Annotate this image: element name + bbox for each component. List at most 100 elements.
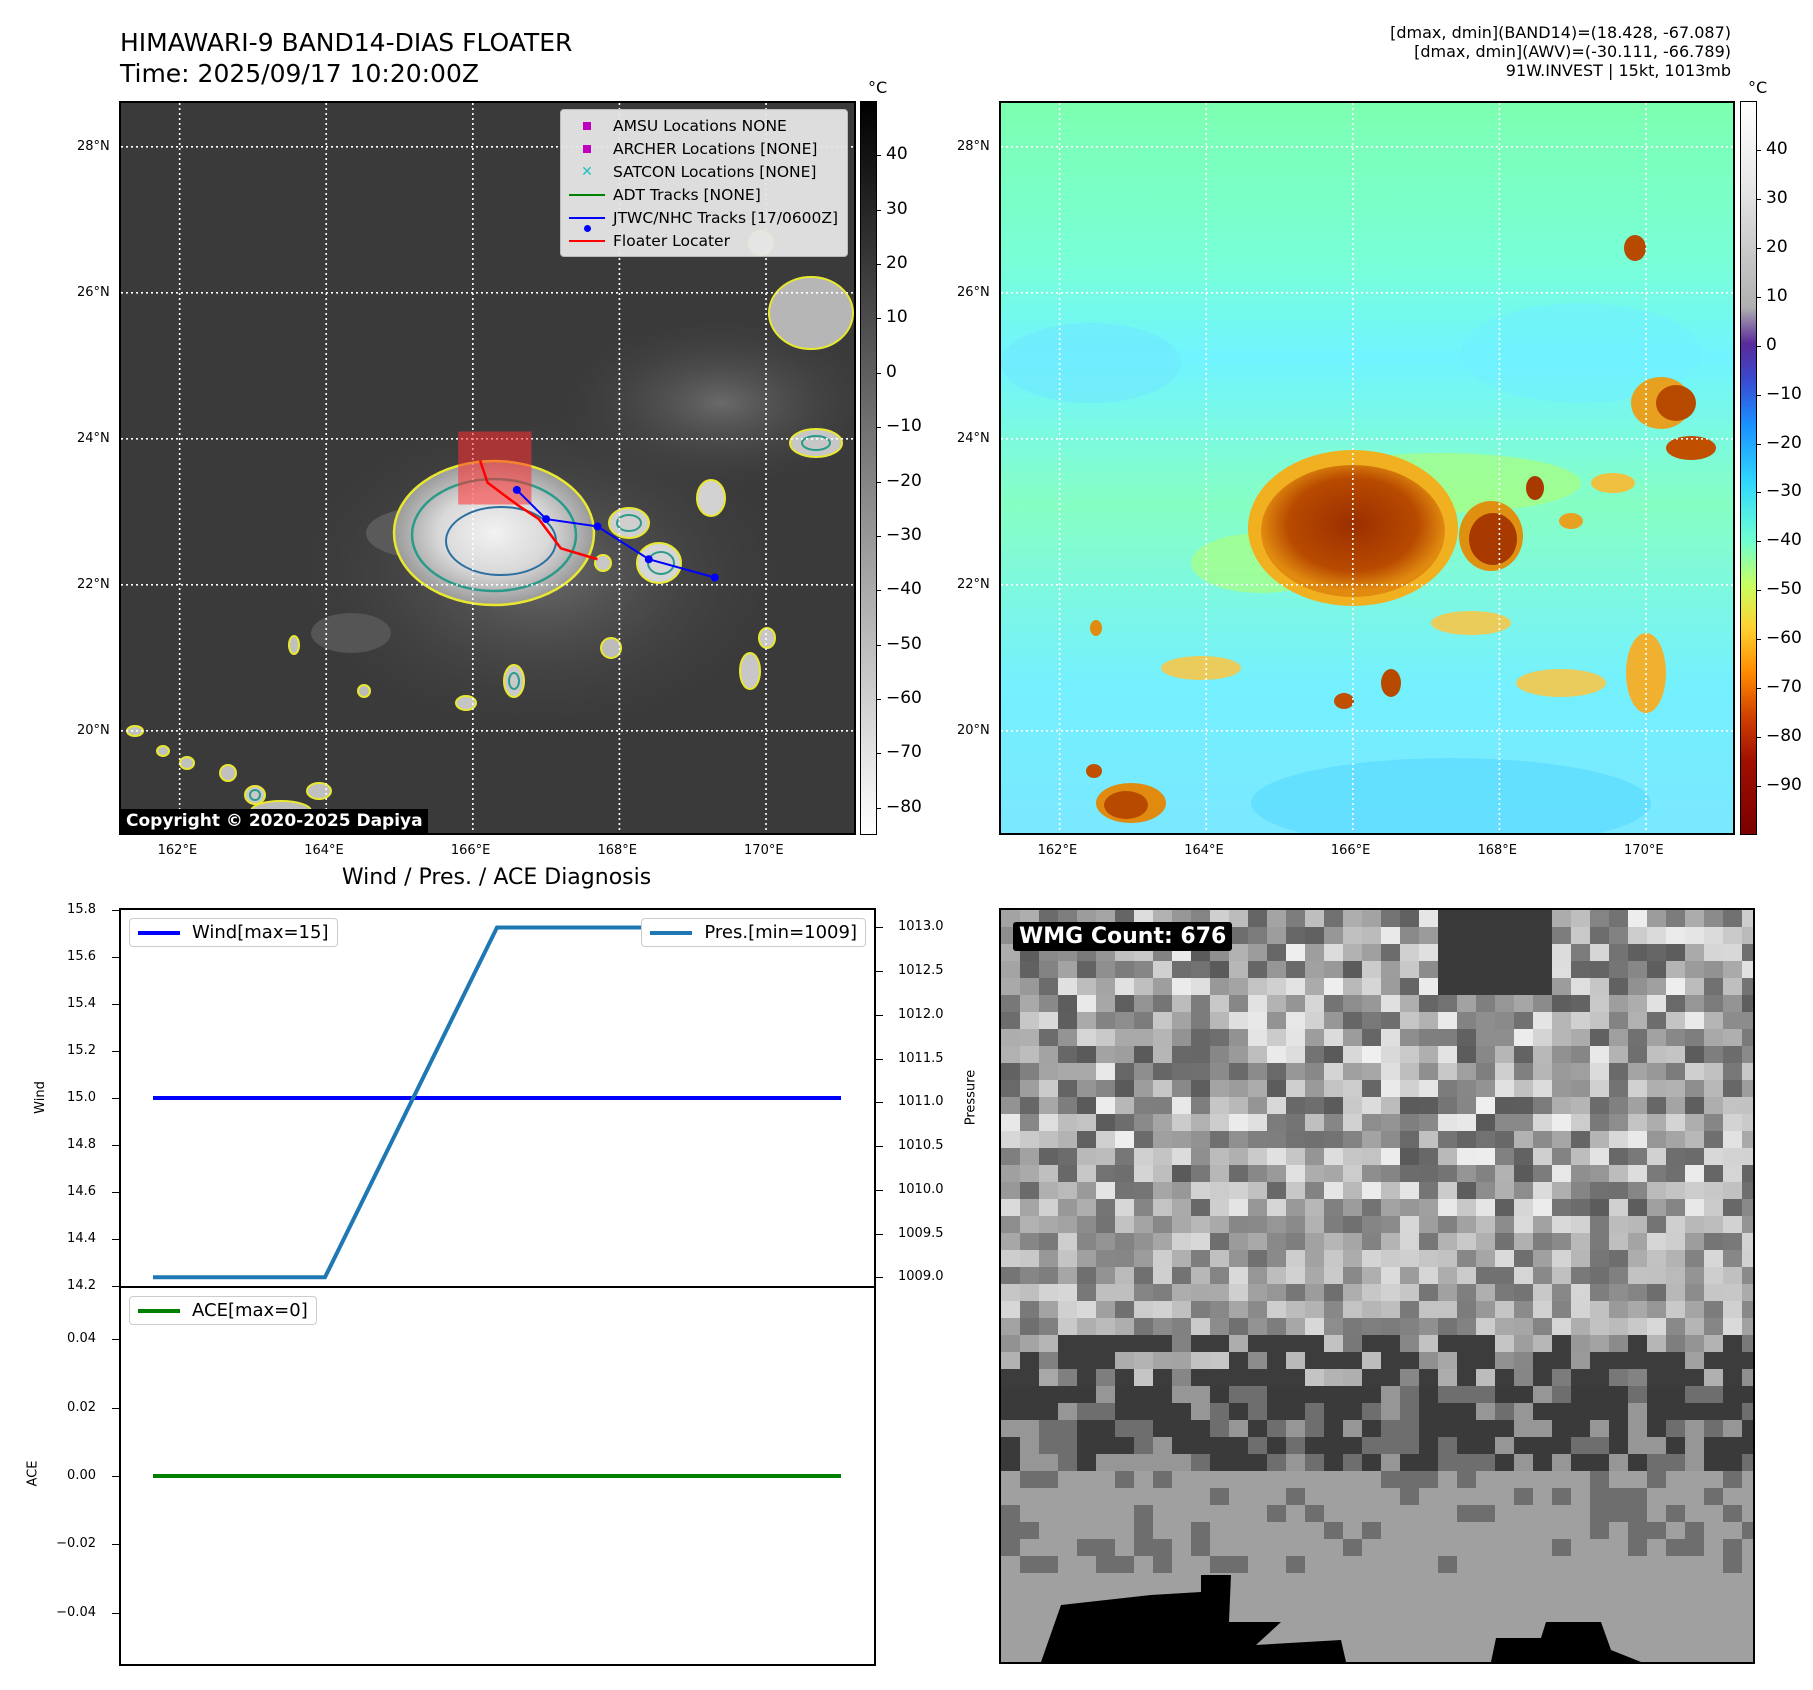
wind-tick-mark (112, 1192, 119, 1193)
pressure-tick-mark (876, 1189, 883, 1191)
legend-item: ADT Tracks [NONE] (569, 183, 839, 206)
legend-item: ✕ SATCON Locations [NONE] (581, 162, 817, 181)
colorbar-tick-label: 10 (1766, 285, 1788, 306)
colorbar-tick-label: −30 (886, 524, 922, 545)
pressure-tick-mark (876, 1146, 883, 1148)
pressure-tick-label: 1011.5 (898, 1050, 944, 1066)
lon-tick-label: 166°E (450, 843, 491, 858)
wv-colorbar-unit: °C (1748, 78, 1768, 97)
colorbar-tick-label: −40 (886, 579, 922, 600)
wind-tick-mark (112, 957, 119, 958)
lat-tick-label: 28°N (957, 138, 990, 154)
wind-tick-mark (112, 1145, 119, 1146)
pressure-tick-mark (876, 971, 883, 973)
colorbar-tick-label: −90 (1766, 775, 1802, 796)
colorbar-tick-label: −80 (1766, 726, 1802, 747)
colorbar-tick-mark (1756, 492, 1761, 494)
archer-square-icon (583, 144, 591, 153)
colorbar-tick-mark (876, 481, 881, 483)
colorbar-tick-label: 20 (1766, 236, 1788, 257)
ir-colorbar (860, 101, 877, 835)
colorbar-tick-mark (876, 753, 881, 755)
pressure-tick-mark (876, 1277, 883, 1279)
info-line-1: [dmax, dmin](BAND14)=(18.428, -67.087) (1390, 23, 1731, 42)
satcon-x-icon: ✕ (581, 163, 593, 180)
colorbar-tick-label: 40 (1766, 138, 1788, 159)
lon-tick-label: 162°E (157, 843, 198, 858)
colorbar-tick-label: 20 (886, 253, 908, 274)
chart-title: HIMAWARI-9 BAND14-DIAS FLOATER Time: 202… (120, 27, 572, 89)
legend-item: Floater Locater (569, 229, 839, 252)
colorbar-tick-label: −60 (886, 688, 922, 709)
colorbar-tick-label: −70 (1766, 677, 1802, 698)
pressure-legend-line-icon (650, 930, 693, 935)
wv-map-image (1001, 103, 1733, 833)
wind-tick-mark (112, 1286, 119, 1287)
lat-tick-label: 26°N (77, 284, 110, 300)
lat-tick-label: 24°N (77, 430, 110, 446)
colorbar-tick-label: 40 (886, 144, 908, 165)
wind-tick-label: 14.6 (67, 1184, 96, 1199)
lat-tick-label: 24°N (957, 430, 990, 446)
lon-tick-label: 164°E (304, 843, 344, 858)
storm-info: [dmax, dmin](BAND14)=(18.428, -67.087) [… (1390, 23, 1731, 80)
floater-track-line (478, 460, 598, 561)
ace-tick-label: 0.00 (67, 1468, 96, 1483)
pressure-axis-label: Pressure (963, 1069, 979, 1126)
lat-tick-label: 20°N (77, 722, 110, 738)
wind-legend-line-icon (138, 930, 180, 935)
colorbar-tick-mark (876, 644, 881, 646)
pressure-tick-label: 1010.5 (898, 1138, 944, 1154)
jtwc-track-point (512, 485, 521, 494)
colorbar-tick-label: −10 (886, 416, 922, 437)
wv-colorbar (1740, 101, 1757, 835)
colorbar-tick-label: −30 (1766, 481, 1802, 502)
jtwc-line-icon (569, 216, 605, 219)
jtwc-track-point (644, 555, 653, 564)
floater-line-icon (569, 239, 605, 242)
wind-tick-mark (112, 1098, 119, 1099)
colorbar-tick-label: 10 (886, 307, 908, 328)
colorbar-tick-mark (1756, 247, 1761, 249)
colorbar-tick-label: −20 (1766, 432, 1802, 453)
lat-tick-label: 28°N (77, 138, 110, 154)
lon-tick-label: 166°E (1330, 843, 1371, 858)
pressure-tick-label: 1011.0 (898, 1094, 944, 1110)
colorbar-tick-mark (1756, 688, 1761, 690)
map-legend: AMSU Locations NONE ARCHER Locations [NO… (560, 109, 848, 257)
colorbar-tick-mark (1756, 149, 1761, 151)
pressure-tick-label: 1012.0 (898, 1006, 944, 1022)
wind-tick-label: 15.4 (67, 996, 96, 1011)
colorbar-tick-mark (876, 264, 881, 266)
ace-plot (153, 1474, 841, 1478)
colorbar-tick-mark (1756, 296, 1761, 298)
ace-tick-mark (112, 1544, 119, 1546)
title-line-2: Time: 2025/09/17 10:20:00Z (120, 59, 479, 88)
pressure-tick-label: 1013.0 (898, 919, 944, 935)
pressure-tick-mark (876, 1058, 883, 1060)
pressure-legend: Pres.[min=1009] (641, 918, 866, 947)
wind-tick-label: 15.8 (67, 902, 96, 917)
wind-tick-label: 14.4 (67, 1231, 96, 1246)
legend-item: JTWC/NHC Tracks [17/0600Z] (569, 206, 839, 232)
ace-panel: ACE[max=0] (119, 1286, 876, 1666)
wv-map-panel (999, 101, 1735, 835)
colorbar-tick-mark (876, 372, 881, 374)
wind-tick-label: 14.8 (67, 1137, 96, 1152)
ace-tick-label: −0.02 (56, 1536, 96, 1552)
colorbar-tick-label: −40 (1766, 530, 1802, 551)
colorbar-tick-label: 0 (1766, 334, 1777, 355)
legend-item: AMSU Locations NONE (569, 114, 839, 137)
pressure-tick-mark (876, 1233, 883, 1235)
colorbar-tick-mark (1756, 394, 1761, 396)
colorbar-tick-mark (1756, 443, 1761, 445)
colorbar-tick-label: 0 (886, 361, 897, 382)
wmg-image (1001, 910, 1753, 1662)
pressure-tick-label: 1009.0 (898, 1269, 944, 1285)
colorbar-tick-label: 30 (886, 198, 908, 219)
pressure-tick-label: 1012.5 (898, 963, 944, 979)
colorbar-tick-mark (1756, 786, 1761, 788)
ir-colorbar-unit: °C (868, 78, 888, 97)
colorbar-tick-label: −70 (886, 742, 922, 763)
title-line-1: HIMAWARI-9 BAND14-DIAS FLOATER (120, 28, 573, 57)
